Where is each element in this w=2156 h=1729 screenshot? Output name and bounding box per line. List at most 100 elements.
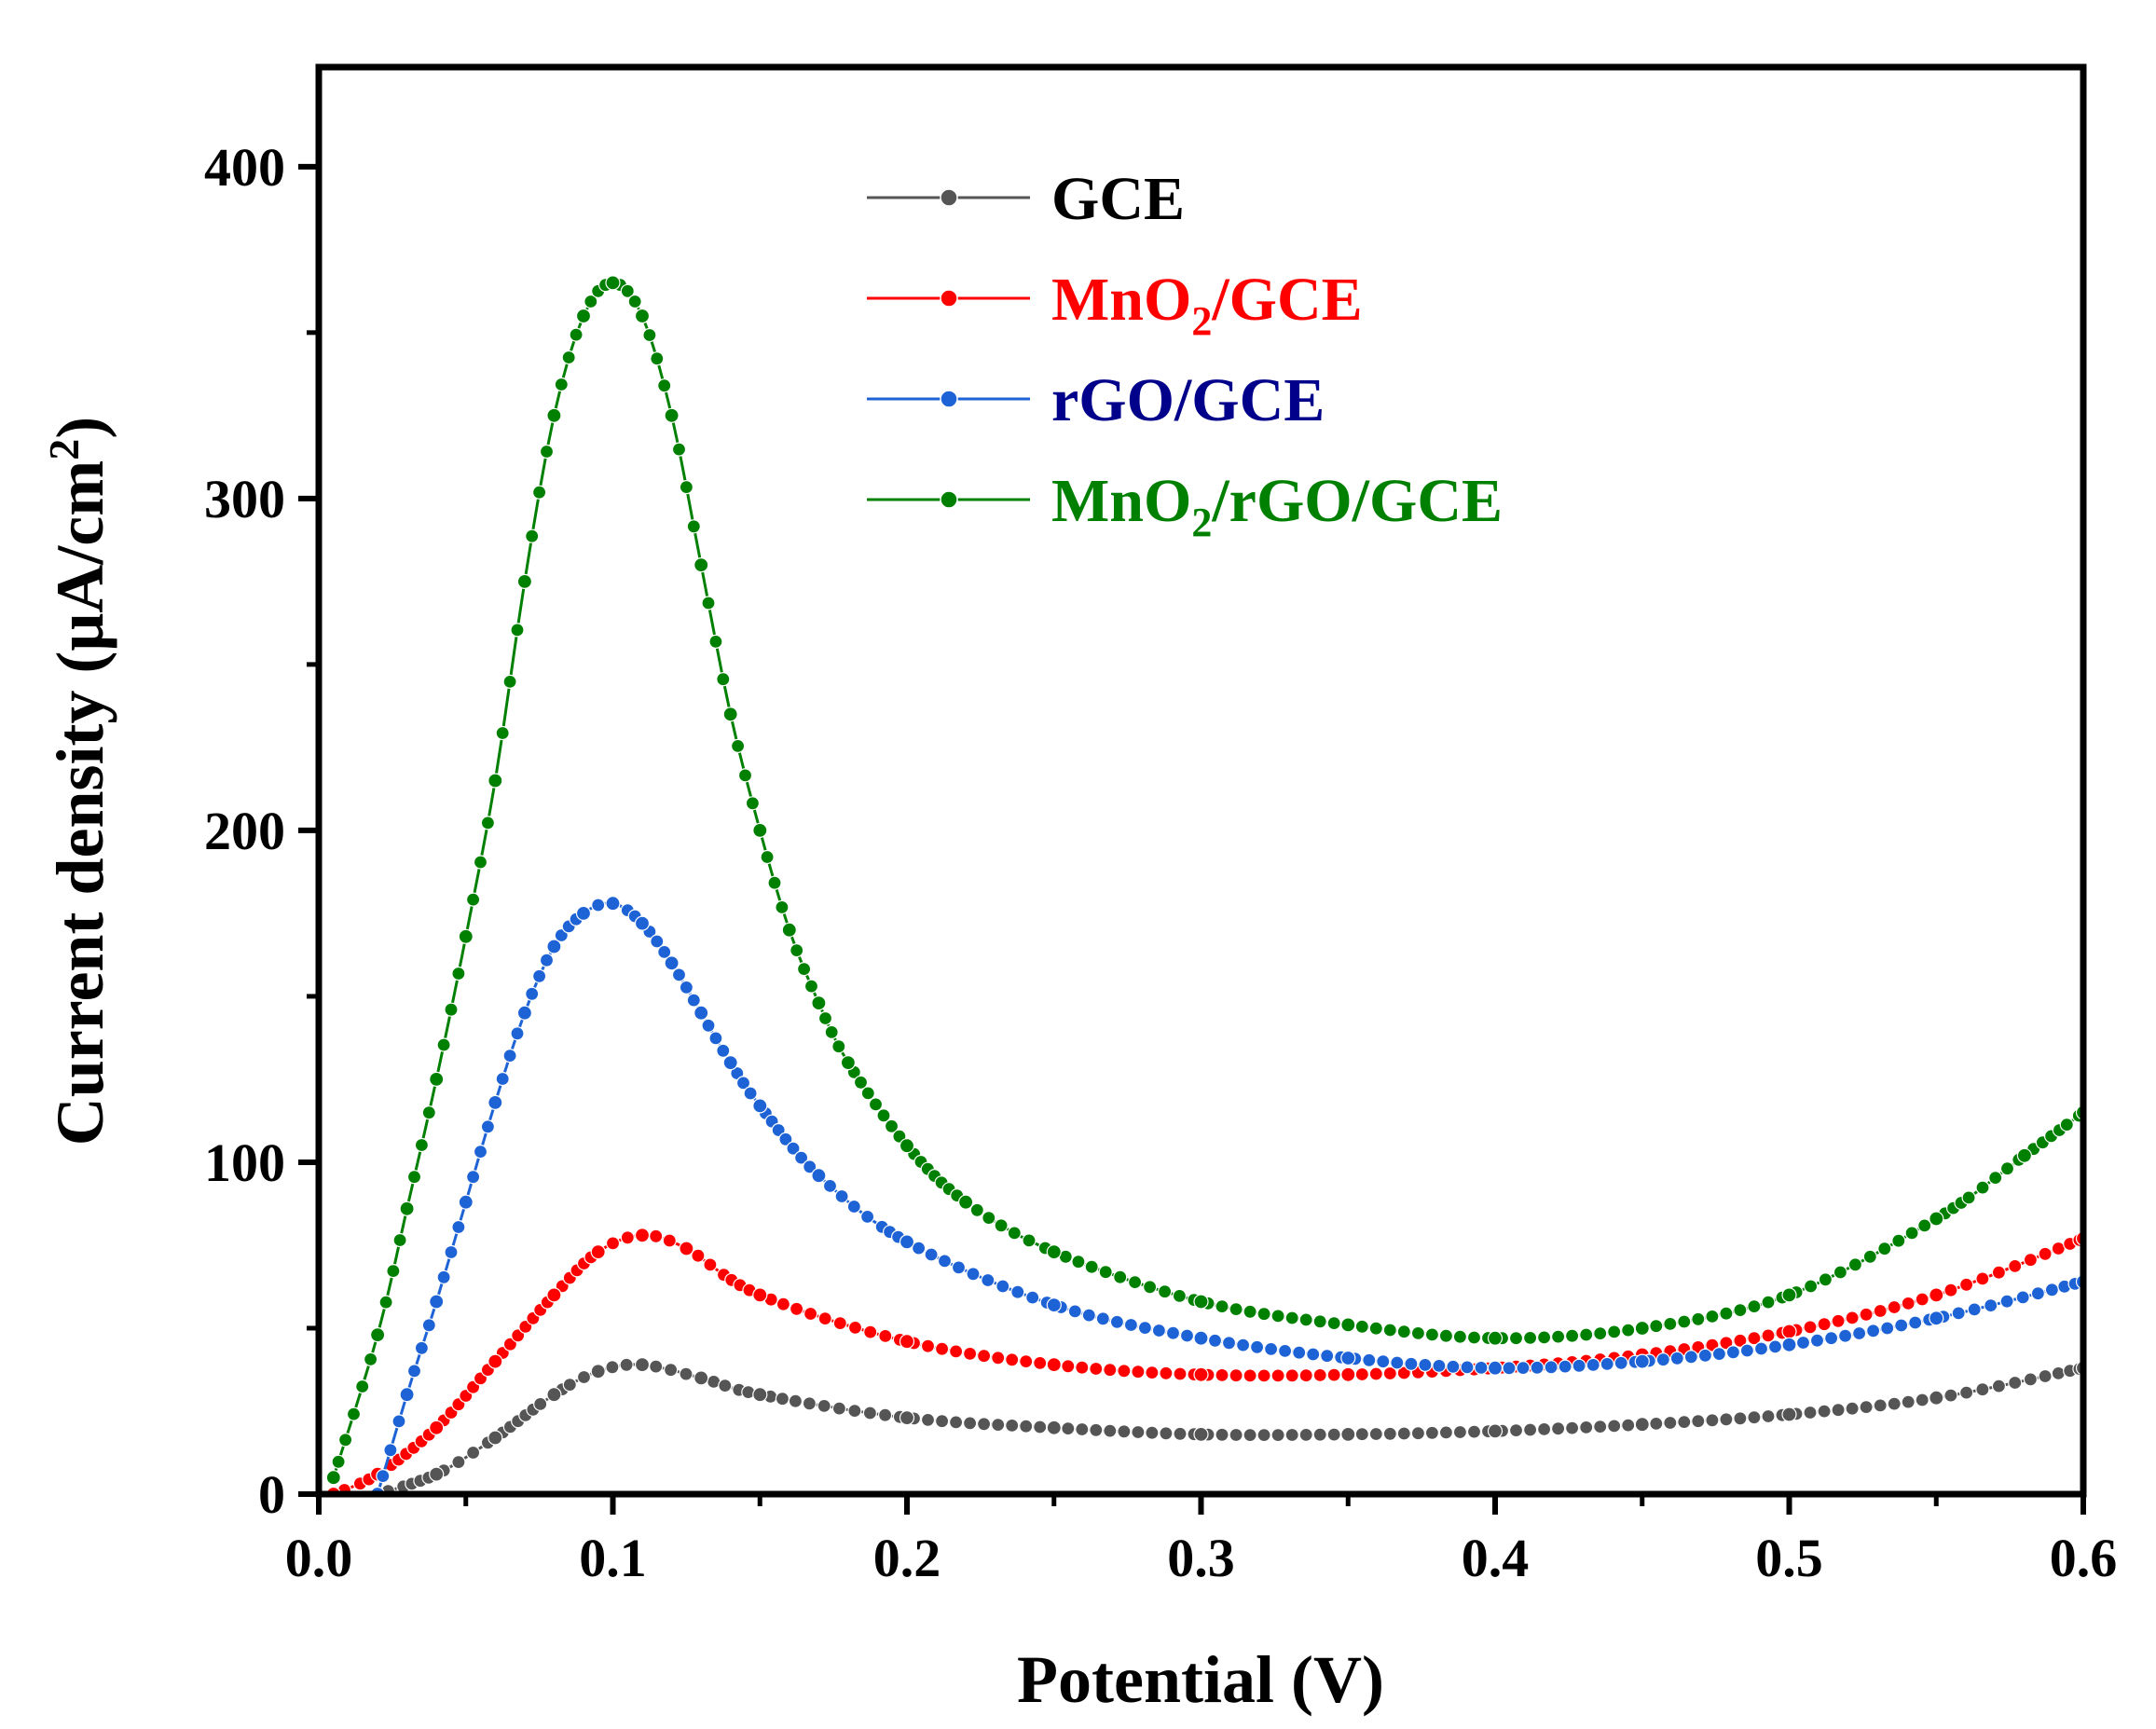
data-point: [1173, 1426, 1188, 1441]
data-point: [1046, 1297, 1062, 1313]
data-point: [1424, 1327, 1440, 1342]
data-point: [1649, 1319, 1664, 1334]
data-point: [671, 967, 687, 982]
data-point: [1396, 1324, 1411, 1339]
data-point: [1691, 1311, 1706, 1326]
legend-item: MnO2/GCE: [867, 266, 1363, 344]
data-point: [822, 1178, 838, 1194]
data-point: [664, 407, 680, 423]
data-point: [391, 1414, 406, 1429]
data-point: [1046, 1420, 1062, 1435]
data-point: [1851, 1325, 1867, 1341]
data-point: [1984, 1297, 1998, 1313]
data-point: [951, 1260, 967, 1275]
data-point: [546, 939, 562, 954]
data-point: [1193, 1294, 1209, 1310]
data-point: [1067, 1304, 1082, 1319]
data-point: [752, 822, 768, 839]
data-point: [1691, 1414, 1706, 1429]
data-point: [1961, 1190, 1976, 1205]
data-point: [591, 898, 606, 913]
data-point: [831, 1039, 846, 1054]
data-point: [1376, 1354, 1391, 1369]
data-point: [1739, 1343, 1755, 1358]
data-point: [1159, 1426, 1174, 1441]
data-point: [1719, 1336, 1734, 1351]
data-point: [686, 519, 701, 534]
data-point: [1159, 1365, 1174, 1380]
data-point: [516, 573, 533, 590]
data-point: [634, 308, 651, 324]
data-point: [1257, 1307, 1271, 1322]
data-point: [634, 915, 651, 931]
data-point: [1711, 1346, 1727, 1362]
data-point: [392, 1232, 407, 1248]
data-point: [1089, 1422, 1104, 1437]
data-point: [1089, 1361, 1104, 1377]
data-point: [436, 1269, 451, 1284]
y-axis-title-text: Current density (μA/cm: [43, 460, 117, 1146]
data-point: [982, 1210, 996, 1226]
data-point: [444, 1244, 459, 1260]
data-point: [1298, 1368, 1313, 1383]
data-point: [1284, 1368, 1299, 1383]
data-point: [1887, 1299, 1902, 1315]
data-point: [846, 1199, 861, 1214]
data-point: [1634, 1353, 1650, 1369]
data-point: [458, 1194, 474, 1210]
data-point: [832, 1315, 847, 1331]
data-point: [1522, 1330, 1538, 1346]
series-layer: [325, 275, 2083, 1494]
data-point: [948, 1415, 964, 1430]
data-point: [1243, 1427, 1257, 1443]
data-point: [1634, 1320, 1650, 1337]
data-point: [2059, 1117, 2074, 1132]
data-point: [1103, 1363, 1118, 1378]
data-point: [1697, 1348, 1713, 1363]
data-point: [1564, 1420, 1580, 1435]
data-point: [1257, 1427, 1271, 1443]
data-point: [1508, 1422, 1524, 1438]
data-point: [976, 1349, 992, 1364]
data-point: [1340, 1317, 1356, 1333]
data-point: [1781, 1337, 1797, 1352]
data-point: [996, 1279, 1010, 1294]
data-point: [752, 1387, 768, 1403]
data-point: [1747, 1298, 1762, 1314]
data-point: [1410, 1325, 1426, 1341]
data-point: [1033, 1355, 1048, 1371]
data-point: [737, 768, 753, 783]
data-point: [605, 896, 621, 912]
legend-item: rGO/GCE: [867, 366, 1325, 434]
x-tick-label: 0.6: [2050, 1528, 2118, 1588]
data-point: [386, 1263, 401, 1279]
data-point: [1235, 1338, 1251, 1352]
data-point: [730, 738, 746, 754]
data-point: [981, 1272, 996, 1288]
data-point: [1368, 1366, 1383, 1381]
data-point: [1306, 1347, 1321, 1362]
data-point: [1131, 1424, 1146, 1440]
data-point: [1312, 1427, 1327, 1442]
data-point: [1663, 1415, 1678, 1431]
data-point: [1418, 1357, 1433, 1373]
data-point: [546, 1387, 562, 1403]
data-point: [1837, 1328, 1853, 1343]
data-point: [1277, 1343, 1293, 1359]
data-point: [1550, 1421, 1566, 1436]
data-point: [934, 1414, 950, 1429]
data-point: [364, 1352, 378, 1367]
data-point: [679, 1241, 694, 1256]
data-point: [605, 275, 621, 291]
data-point: [752, 1098, 768, 1114]
data-point: [1410, 1426, 1426, 1441]
data-point: [1466, 1424, 1482, 1439]
data-point: [775, 899, 790, 915]
data-point: [531, 968, 547, 983]
data-point: [1432, 1358, 1447, 1374]
data-point: [817, 1398, 831, 1414]
y-tick-label: 200: [204, 801, 285, 861]
data-point: [539, 953, 555, 967]
data-point: [1904, 1226, 1919, 1241]
data-point: [853, 1075, 869, 1090]
